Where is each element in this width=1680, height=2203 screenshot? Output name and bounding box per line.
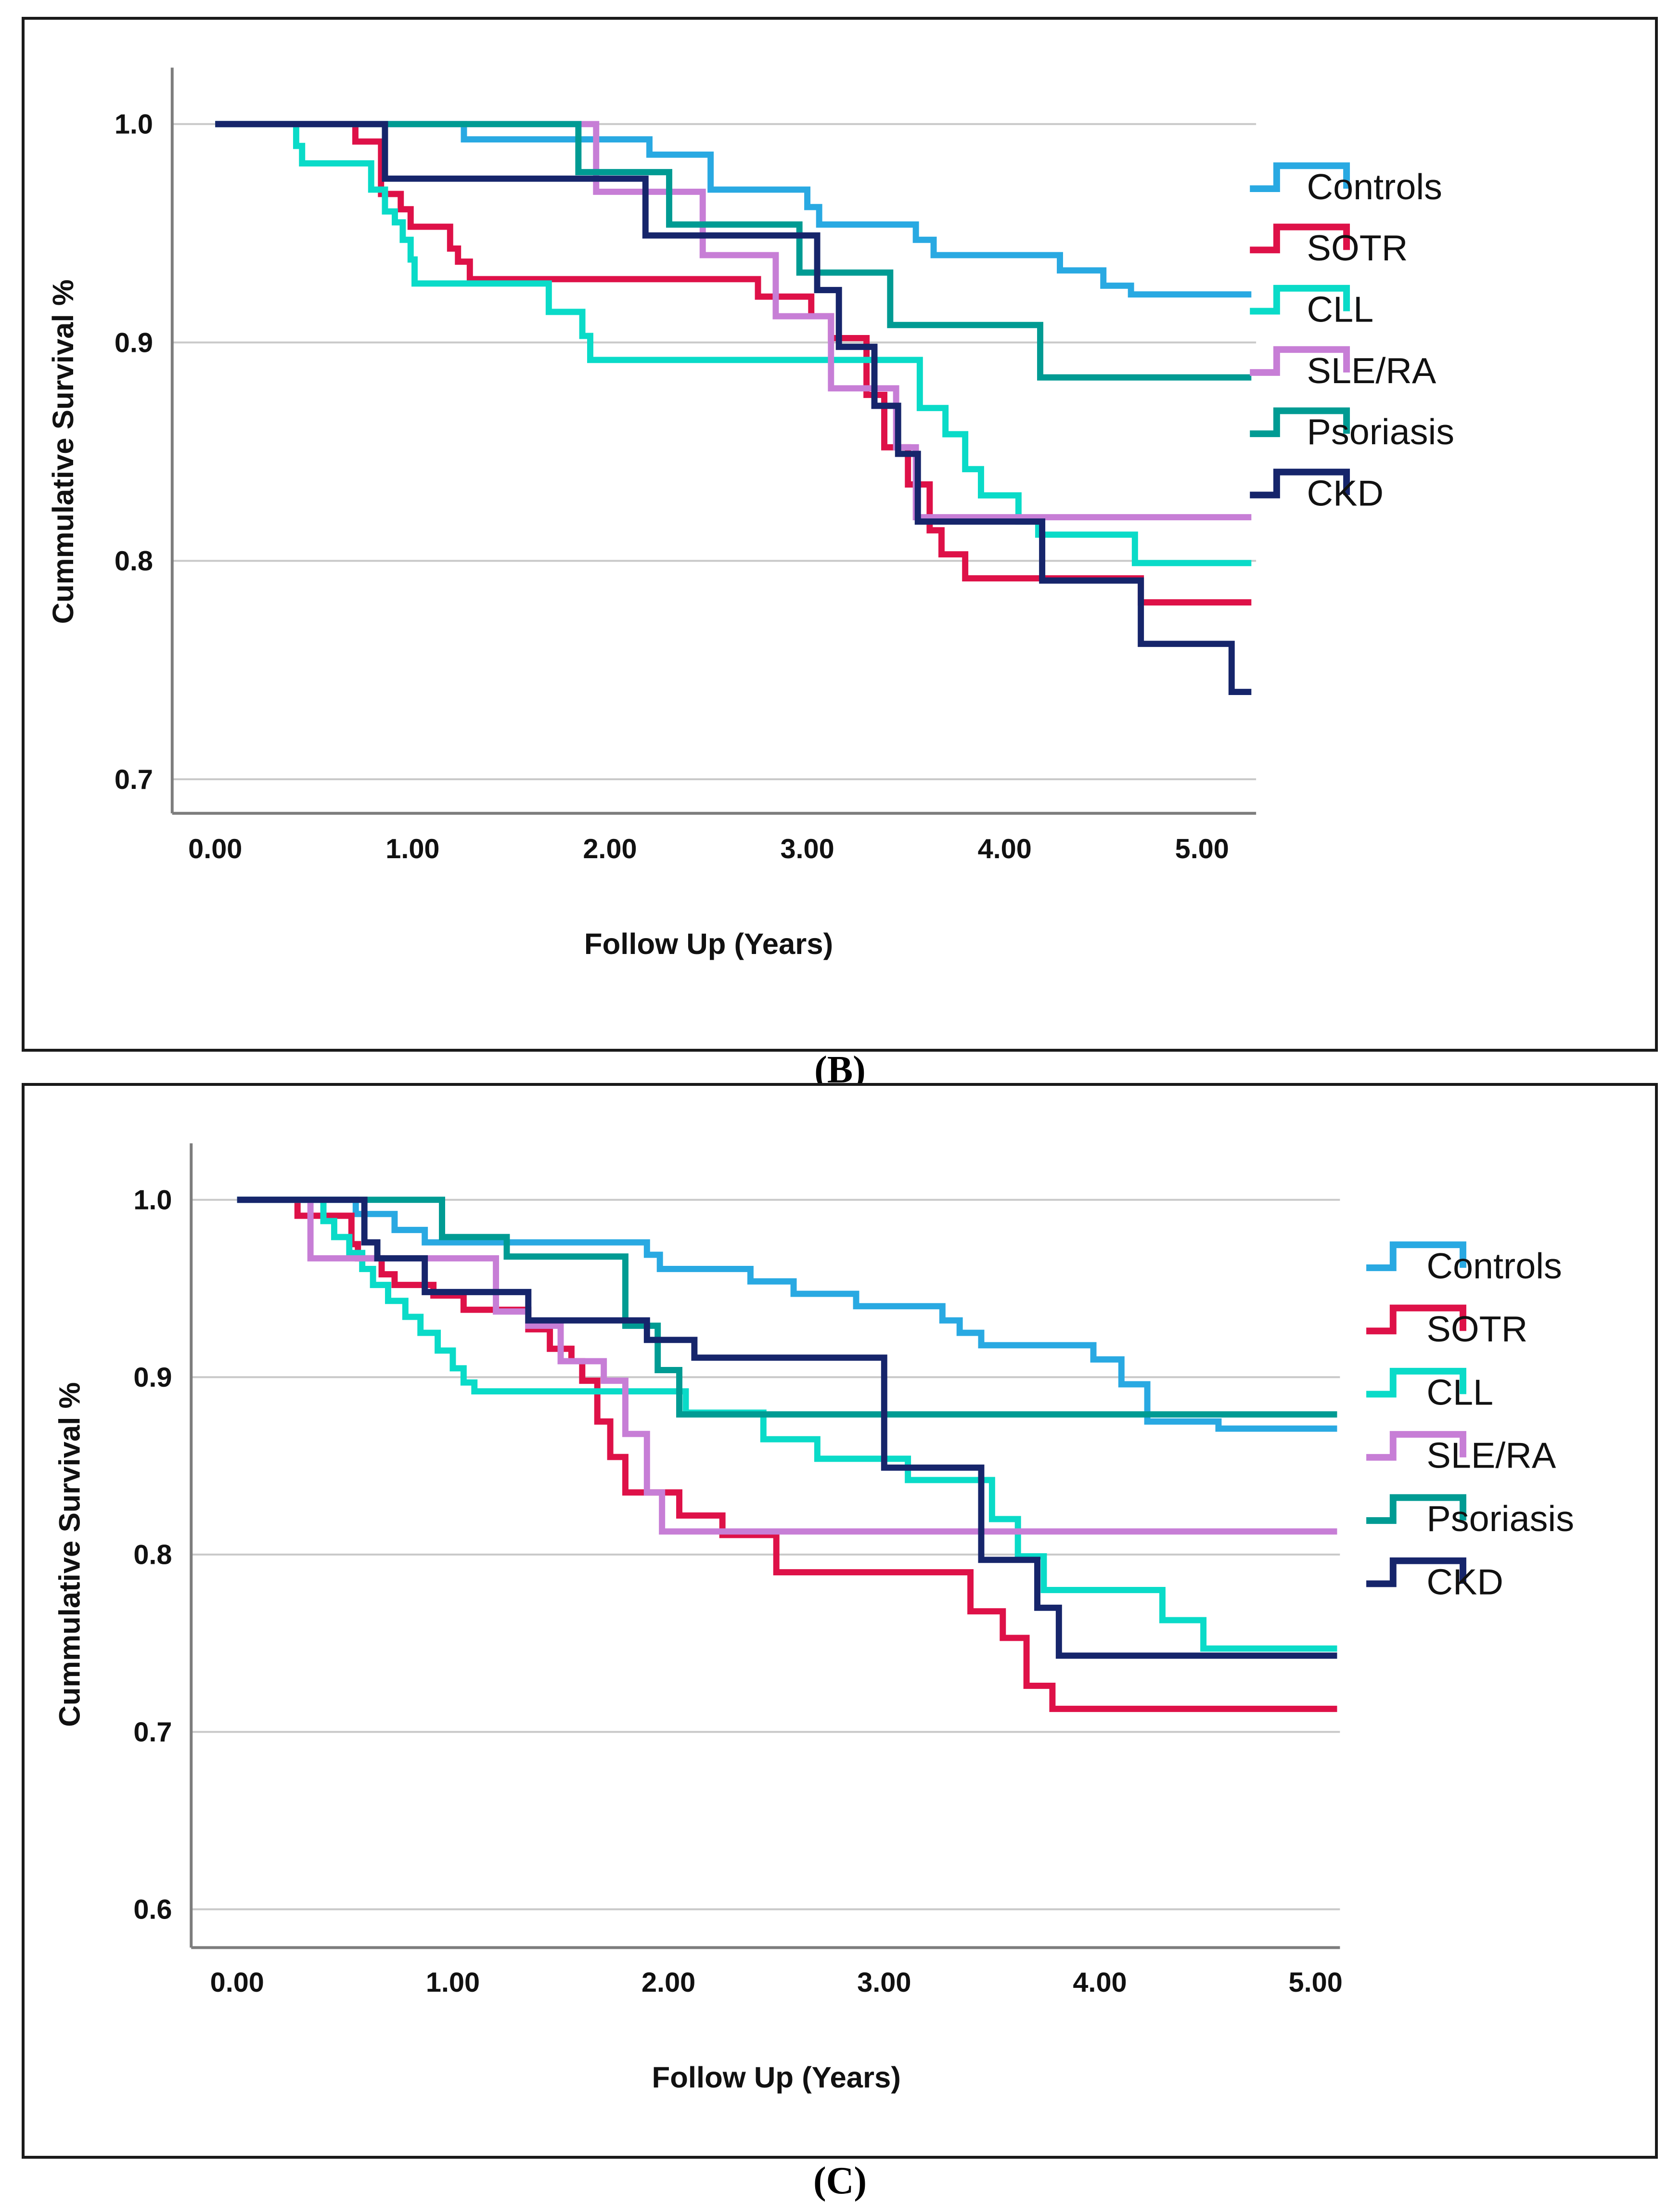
legend-marker-psoriasis	[1250, 407, 1350, 438]
legend-marker-sotr	[1366, 1304, 1466, 1335]
series-line-ckd	[237, 1197, 1337, 1659]
y-tick-label-0.7: 0.7	[115, 764, 153, 795]
legend-marker-sle-ra	[1250, 346, 1350, 376]
series-line-sle-ra	[215, 121, 1252, 521]
x-tick-label-5.00: 5.00	[1289, 1967, 1343, 1998]
legend-marker-controls	[1250, 162, 1350, 192]
legend-label-controls: Controls	[1426, 1246, 1562, 1287]
legend-marker-ckd	[1366, 1557, 1466, 1587]
legend-marker-cll	[1250, 284, 1350, 315]
series-line-sle-ra	[237, 1197, 1337, 1535]
series-line-psoriasis	[237, 1197, 1337, 1418]
legend-marker-sotr	[1250, 223, 1350, 254]
legend-label-ckd: CKD	[1307, 473, 1384, 514]
y-tick-label-1.0: 1.0	[115, 109, 153, 140]
series-line-controls	[215, 121, 1252, 298]
y-tick-label-0.6: 0.6	[133, 1894, 172, 1925]
legend-marker-psoriasis	[1366, 1494, 1466, 1524]
x-tick-label-0.00: 0.00	[188, 834, 242, 864]
series-line-sotr	[237, 1197, 1337, 1712]
panel-c-caption: (C)	[813, 2160, 867, 2202]
x-tick-label-2.00: 2.00	[641, 1967, 695, 1998]
y-axis-title: Cummulative Survival %	[47, 279, 80, 624]
legend-label-sle-ra: SLE/RA	[1307, 351, 1436, 391]
legend-marker-controls	[1366, 1241, 1466, 1271]
legend-label-ckd: CKD	[1426, 1562, 1503, 1602]
y-tick-label-0.8: 0.8	[133, 1540, 172, 1571]
series-line-psoriasis	[215, 121, 1252, 381]
series-line-sotr	[215, 121, 1252, 606]
legend-label-psoriasis: Psoriasis	[1307, 412, 1455, 452]
x-axis-title: Follow Up (Years)	[652, 2061, 901, 2094]
x-tick-label-5.00: 5.00	[1175, 834, 1229, 864]
x-tick-label-3.00: 3.00	[857, 1967, 911, 1998]
x-tick-label-4.00: 4.00	[978, 834, 1032, 864]
y-tick-label-0.9: 0.9	[115, 327, 153, 358]
x-axis-title: Follow Up (Years)	[584, 928, 833, 961]
legend-label-sotr: SOTR	[1426, 1309, 1527, 1350]
y-tick-label-0.9: 0.9	[133, 1362, 172, 1393]
survival-chart-panel-b: 1.0 0.9 0.8 0.7 0.00 1.00 2.00 3.00 4.00 5.00 Foll…	[47, 67, 1455, 961]
y-axis-title: Cummulative Survival %	[53, 1382, 87, 1727]
legend-label-controls: Controls	[1307, 167, 1442, 207]
legend-label-cll: CLL	[1307, 289, 1374, 330]
panel-b: 1.0 0.9 0.8 0.7 0.00 1.00 2.00 3.00 4.00 5.00 Foll…	[22, 17, 1658, 1052]
y-tick-label-0.7: 0.7	[133, 1717, 172, 1748]
x-tick-label-4.00: 4.00	[1073, 1967, 1127, 1998]
y-tick-label-1.0: 1.0	[133, 1185, 172, 1216]
legend-label-psoriasis: Psoriasis	[1426, 1499, 1574, 1539]
x-tick-label-3.00: 3.00	[780, 834, 834, 864]
x-tick-label-1.00: 1.00	[385, 834, 439, 864]
series-line-cll	[215, 121, 1252, 567]
legend-label-cll: CLL	[1426, 1372, 1493, 1413]
series-line-controls	[237, 1197, 1337, 1432]
panel-c: 1.0 0.9 0.8 0.7 0.6 0.00 1.00 2.00 3.00 4.00 5.00 F…	[22, 1083, 1658, 2159]
legend-marker-cll	[1366, 1367, 1466, 1398]
x-tick-label-1.00: 1.00	[426, 1967, 480, 1998]
legend-label-sle-ra: SLE/RA	[1426, 1436, 1556, 1476]
x-tick-label-2.00: 2.00	[583, 834, 637, 864]
legend-label-sotr: SOTR	[1307, 228, 1408, 269]
series-line-ckd	[215, 121, 1252, 696]
legend-marker-sle-ra	[1366, 1431, 1466, 1461]
y-tick-label-0.8: 0.8	[115, 546, 153, 577]
x-tick-label-0.00: 0.00	[210, 1967, 264, 1998]
survival-chart-panel-c: 1.0 0.9 0.8 0.7 0.6 0.00 1.00 2.00 3.00 4.00 5.00 F…	[53, 1143, 1574, 2094]
legend-marker-ckd	[1250, 468, 1350, 499]
